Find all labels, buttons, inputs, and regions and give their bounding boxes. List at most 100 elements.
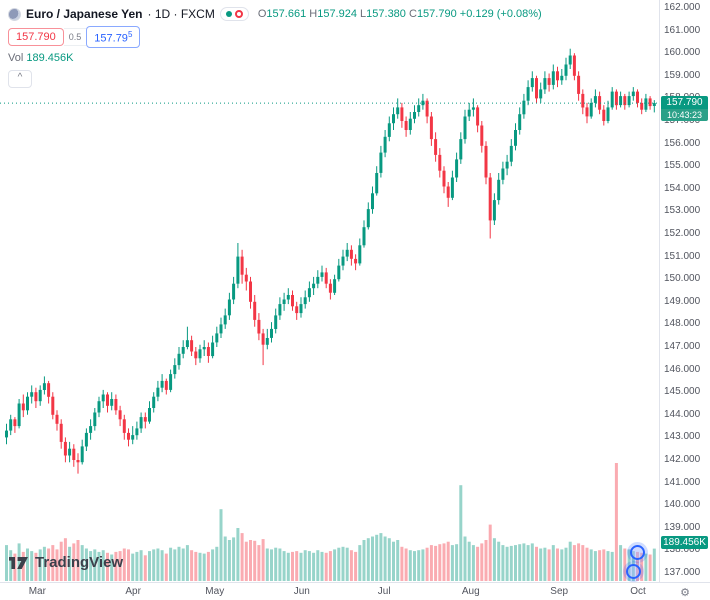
candle-body [286,295,290,300]
price-axis-label: 154.000 [664,182,701,194]
volume-bar [84,548,88,581]
spread-value: 0.5 [63,28,87,46]
ohlc-values: O157.661 H157.924 L157.380 C157.790 +0.1… [258,8,542,20]
candle-body [89,426,93,433]
candle-body [333,279,337,293]
candle-body [106,394,109,406]
candle-body [459,139,463,160]
candle-body [518,114,522,130]
candle-body [215,333,219,343]
candle-body [505,161,509,169]
candle-body [219,324,223,334]
candle-body [560,75,564,81]
volume-bar [202,553,206,581]
candle-body [17,403,21,427]
volume-bar [55,549,59,581]
volume-bar [93,549,97,581]
candle-body [101,394,105,402]
volume-bar [21,551,25,581]
volume-bar [345,547,349,581]
candle-body [358,245,362,264]
last-price-badge: 157.790 10:43:23 [661,96,708,122]
candle-body [84,432,88,447]
axis-settings-corner[interactable]: ⚙ [660,583,710,600]
candle-body [223,315,227,325]
candle-body [610,91,614,108]
volume-bar [488,524,492,581]
volume-bar [371,536,374,581]
collapse-legend-button[interactable]: ^ [8,70,32,88]
sell-bid-button[interactable]: 157.790 [8,28,64,46]
candle-body [211,342,215,357]
series-visibility-toggle[interactable] [219,7,249,21]
candle-body [400,107,404,121]
volume-bar [26,548,29,581]
candle-body [185,340,189,347]
buy-ask-button[interactable]: 157.795 [86,26,141,48]
candle-body [623,96,627,106]
volume-bar [526,545,530,581]
candle-body [509,145,513,162]
symbol-title[interactable]: Euro / Japanese Yen [26,7,143,21]
volume-bar [127,549,130,581]
candle-body [337,265,341,280]
volume-indicator-row[interactable]: Vol 189.456K [8,52,542,64]
candle-body [362,227,366,246]
volume-bar [236,528,240,581]
candle-body [34,392,38,402]
candle-body [26,396,29,411]
time-axis-label: Mar [28,586,46,597]
candle-body [392,114,395,124]
candle-body [341,256,345,266]
candle-body [556,71,559,81]
volume-bar [354,551,358,581]
volume-bar [341,546,345,581]
volume-bar [539,548,543,581]
candle-body [152,396,156,408]
volume-bar [173,549,177,581]
volume-bar [463,536,467,581]
volume-bar [593,551,597,581]
candle-body [21,403,25,411]
price-axis-label: 139.000 [664,521,701,533]
volume-bar [619,545,623,581]
volume-bar [299,552,303,581]
symbol-interval-exchange[interactable]: · 1D · FXCM [147,7,215,21]
candle-body [9,419,13,431]
candle-body [606,107,610,121]
volume-bar [286,552,290,581]
volume-bar [59,541,63,581]
pointer-pulse-marker [630,545,645,560]
time-axis-label: Apr [125,586,141,597]
candle-body [169,374,173,390]
volume-bar [274,547,278,581]
volume-bar [118,551,122,581]
candle-body [581,93,585,108]
candle-body [30,392,34,397]
tradingview-watermark[interactable]: TradingView [8,554,123,571]
volume-bar [249,540,252,581]
candle-body [118,410,122,420]
candle-body [446,186,450,198]
up-color-dot-icon [225,11,232,17]
candle-body [55,414,59,424]
candle-body [547,78,551,85]
volume-bar [492,538,496,581]
time-axis[interactable]: Mar Apr May Jun Jul Aug Sep Oct [0,583,660,600]
candle-body [429,116,433,140]
price-axis[interactable]: 162.000161.000160.000159.000158.000157.0… [662,0,710,582]
volume-bar [303,550,307,581]
volume-bar [497,541,501,581]
price-axis-label: 151.000 [664,250,701,262]
volume-bar [51,545,55,581]
volume-bar [135,551,139,581]
gear-icon[interactable]: ⚙ [680,587,690,599]
candle-body [619,96,623,106]
volume-bar [450,545,454,581]
candle-body [63,441,67,456]
candlestick-chart-canvas[interactable] [0,0,660,582]
candle-body [295,306,299,314]
high-value: 157.924 [317,8,357,20]
candle-body [467,109,471,117]
price-axis-label: 143.000 [664,431,701,443]
